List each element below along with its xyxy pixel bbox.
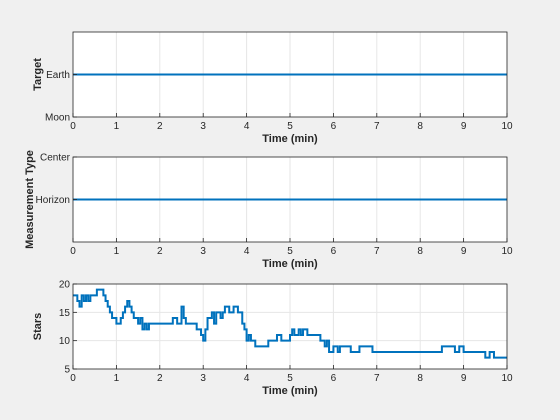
x-axis-label: Time (min): [262, 385, 318, 397]
x-tick-label: 1: [114, 246, 120, 257]
y-tick-label: Earth: [46, 70, 70, 81]
x-tick-label: 0: [70, 246, 76, 257]
x-tick-label: 4: [244, 121, 250, 132]
y-axis-label: Measurement Type: [24, 150, 36, 249]
y-tick-label: 20: [59, 280, 71, 291]
x-axis-label: Time (min): [262, 133, 318, 145]
x-tick-label: 3: [200, 121, 206, 132]
x-tick-label: 9: [461, 246, 467, 257]
y-tick-label: Moon: [45, 113, 70, 124]
x-tick-label: 6: [331, 246, 337, 257]
y-tick-label: Center: [40, 153, 71, 164]
x-tick-label: 5: [287, 246, 293, 257]
y-tick-label: 5: [64, 365, 70, 376]
x-tick-label: 7: [374, 373, 380, 384]
x-tick-label: 6: [331, 373, 337, 384]
y-tick-label: 10: [59, 336, 71, 347]
x-tick-label: 3: [200, 373, 206, 384]
x-tick-label: 5: [287, 373, 293, 384]
axes-3: 0 1 2 3 4 5 6 7 8 9 10 5 10 15 20 Time (min) Stars: [32, 280, 513, 398]
x-tick-label: 6: [331, 121, 337, 132]
x-tick-label: 5: [287, 121, 293, 132]
x-tick-label: 2: [157, 121, 163, 132]
x-tick-label: 0: [70, 373, 76, 384]
y-axis-label: Stars: [32, 313, 44, 341]
y-axis-label: Target: [32, 58, 44, 91]
x-tick-label: 1: [114, 121, 120, 132]
x-tick-label: 4: [244, 246, 250, 257]
x-tick-label: 1: [114, 373, 120, 384]
x-tick-label: 10: [501, 121, 513, 132]
x-tick-label: 2: [157, 373, 163, 384]
x-tick-label: 8: [417, 373, 423, 384]
x-tick-label: 0: [70, 121, 76, 132]
x-tick-label: 8: [417, 246, 423, 257]
x-tick-label: 9: [461, 121, 467, 132]
x-tick-label: 8: [417, 121, 423, 132]
x-tick-label: 10: [501, 246, 513, 257]
axes-1: 0 1 2 3 4 5 6 7 8 9 10 Moon Earth Time (min) Target: [32, 32, 513, 145]
axes-2: 0 1 2 3 4 5 6 7 8 9 10 Horizon Center Time (min) Measu…: [24, 150, 513, 270]
y-tick-label: 15: [59, 308, 71, 319]
x-tick-label: 3: [200, 246, 206, 257]
x-tick-label: 4: [244, 373, 250, 384]
x-axis-label: Time (min): [262, 258, 318, 270]
x-tick-label: 7: [374, 246, 380, 257]
x-tick-label: 2: [157, 246, 163, 257]
y-tick-label: Horizon: [36, 195, 70, 206]
x-tick-label: 7: [374, 121, 380, 132]
x-tick-label: 9: [461, 373, 467, 384]
x-tick-label: 10: [501, 373, 513, 384]
